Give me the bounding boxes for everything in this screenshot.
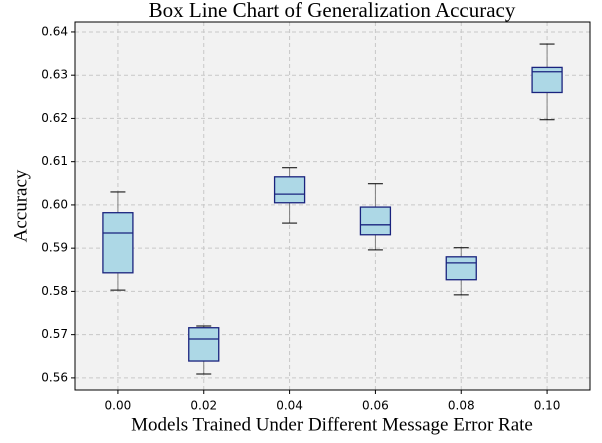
- y-tick-label: 0.58: [41, 284, 68, 298]
- x-tick-label: 0.10: [534, 399, 561, 413]
- y-tick-label: 0.61: [41, 154, 68, 168]
- y-tick-label: 0.64: [41, 24, 68, 38]
- y-tick-label: 0.56: [41, 370, 68, 384]
- x-tick-label: 0.02: [190, 399, 217, 413]
- x-tick-label: 0.00: [105, 399, 132, 413]
- chart-title: Box Line Chart of Generalization Accurac…: [149, 0, 516, 22]
- plot-frame: [74, 21, 591, 391]
- box: [188, 327, 220, 362]
- box: [445, 256, 477, 281]
- y-axis-label: Accuracy: [10, 169, 31, 242]
- plot-area: [75, 22, 590, 390]
- x-tick-label: 0.08: [448, 399, 475, 413]
- y-tick-label: 0.62: [41, 111, 68, 125]
- y-tick-label: 0.57: [41, 327, 68, 341]
- x-axis-label: Models Trained Under Different Message E…: [131, 414, 533, 435]
- box: [273, 176, 306, 204]
- x-tick-label: 0.04: [276, 399, 303, 413]
- box: [102, 212, 134, 274]
- box: [359, 206, 392, 236]
- y-tick-label: 0.63: [41, 68, 68, 82]
- y-tick-label: 0.60: [41, 197, 68, 211]
- x-tick-label: 0.06: [362, 399, 389, 413]
- y-tick-label: 0.59: [41, 241, 68, 255]
